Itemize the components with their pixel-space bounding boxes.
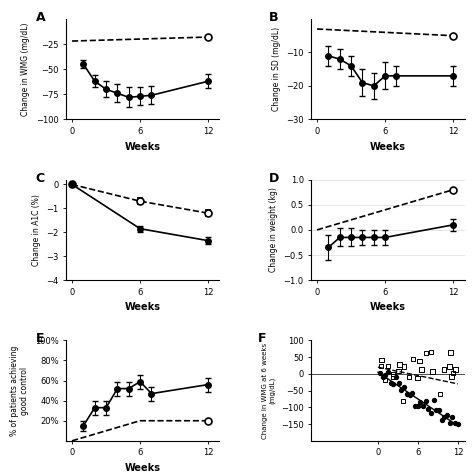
Point [416,357,423,365]
Point [443,411,451,419]
Point [449,369,457,377]
Point [387,379,394,386]
Point [447,349,455,356]
Point [378,356,385,364]
Point [406,392,413,399]
Text: A: A [36,11,46,24]
Point [430,396,438,404]
Point [414,374,421,382]
Text: B: B [268,11,278,24]
X-axis label: Weeks: Weeks [125,463,161,473]
Point [422,349,429,357]
Point [427,348,435,356]
Point [401,383,408,391]
Point [392,373,400,381]
Y-axis label: Change in weight (kg): Change in weight (kg) [269,187,278,273]
Y-axis label: Change in WMG at 6 weeks
(mg/dL): Change in WMG at 6 weeks (mg/dL) [262,343,275,438]
Point [411,402,419,410]
Point [429,367,437,375]
Point [379,374,386,381]
Point [390,373,397,380]
Point [414,402,421,410]
Point [382,371,389,379]
Point [440,365,448,373]
Point [425,405,432,412]
X-axis label: Weeks: Weeks [125,142,161,152]
Point [377,363,384,370]
Point [419,402,427,410]
Point [403,390,410,397]
Point [451,419,459,427]
Point [438,416,446,423]
Text: D: D [268,172,279,185]
Point [427,409,435,417]
Point [389,370,397,378]
X-axis label: Weeks: Weeks [125,302,161,312]
Point [410,355,417,363]
Point [446,419,454,427]
Text: C: C [36,172,45,185]
Point [449,413,456,421]
Point [384,368,392,376]
Point [376,369,384,376]
Point [409,390,416,397]
Y-axis label: Change in A1C (%): Change in A1C (%) [32,194,41,266]
Point [400,363,408,371]
Text: F: F [258,332,266,346]
Point [384,363,392,370]
Point [441,413,448,420]
Point [399,397,407,405]
Y-axis label: Change in SD (mg/dL): Change in SD (mg/dL) [272,27,281,111]
Point [452,365,459,373]
Point [398,387,405,394]
Point [448,373,456,380]
Point [446,363,453,370]
Point [422,397,429,405]
X-axis label: Weeks: Weeks [370,302,406,312]
X-axis label: Weeks: Weeks [370,142,406,152]
Point [395,367,402,375]
Point [435,407,443,414]
Point [395,379,402,386]
Point [396,361,403,368]
Point [390,381,397,388]
Point [433,406,440,414]
Text: E: E [36,332,44,346]
Y-axis label: Change in WMG (mg/dL): Change in WMG (mg/dL) [21,22,30,116]
Point [454,420,462,428]
Point [381,376,389,384]
Point [418,366,426,374]
Point [405,373,413,381]
Y-axis label: % of patients achieving
good control: % of patients achieving good control [10,346,29,436]
Point [417,399,424,406]
Point [436,390,444,398]
